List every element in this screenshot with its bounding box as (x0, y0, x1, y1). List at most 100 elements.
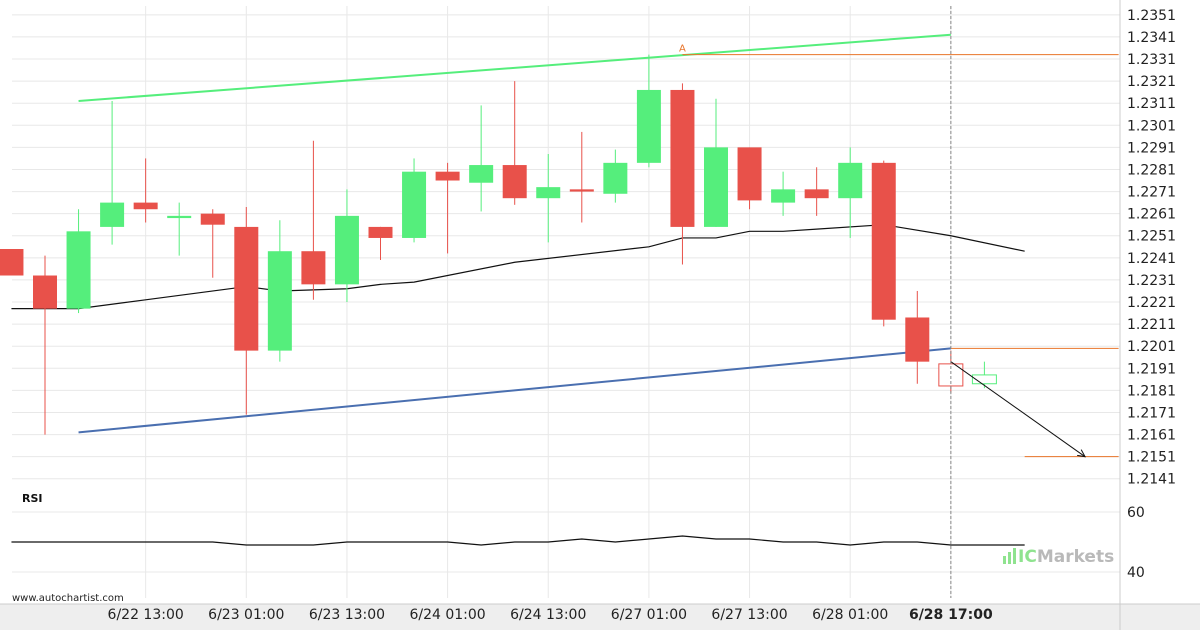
candle-body (100, 202, 125, 227)
y-tick-label: 1.2201 (1127, 339, 1176, 355)
y-tick-label: 1.2281 (1127, 162, 1176, 178)
channel-lines (78, 33, 951, 434)
brand-bars-icon (1003, 548, 1016, 564)
x-tick-label: 6/24 01:00 (409, 607, 485, 623)
candle (838, 147, 863, 238)
candle-body (536, 187, 561, 199)
x-tick-label: 6/23 01:00 (208, 607, 284, 623)
y-tick-label: 1.2181 (1127, 383, 1176, 399)
candle-body (167, 215, 192, 219)
projection-arrowhead (1077, 449, 1086, 458)
candle (737, 147, 762, 210)
y-tick-label: 1.2351 (1127, 8, 1176, 24)
y-tick-label: 1.2261 (1127, 207, 1176, 223)
candle (435, 162, 460, 254)
candle (636, 54, 661, 168)
x-tick-label: 6/27 01:00 (611, 607, 687, 623)
candle-body (971, 374, 997, 385)
candle-body (838, 162, 863, 199)
candle (133, 158, 158, 223)
candle (0, 249, 24, 276)
y-tick-label: 1.2221 (1127, 295, 1176, 311)
y-tick-label: 1.2171 (1127, 405, 1176, 421)
candle-body (469, 165, 494, 183)
rsi-label: RSI (22, 492, 43, 505)
candle-body (704, 147, 728, 227)
candle-body (301, 251, 326, 285)
moving-average (11, 224, 1025, 310)
candle-body (603, 162, 628, 194)
y-tick-label: 1.2211 (1127, 317, 1176, 333)
candle (871, 160, 896, 327)
y-tick-label: 1.2271 (1127, 185, 1176, 201)
candle (200, 209, 225, 278)
candle (804, 167, 829, 216)
candle-body (402, 171, 427, 238)
candle (100, 100, 125, 245)
svg-text:ICMarkets: ICMarkets (1018, 547, 1114, 567)
channel-upper-line (78, 33, 951, 102)
candle (502, 81, 527, 205)
candle (536, 154, 561, 243)
candle-body (133, 202, 158, 210)
y-tick-label: 1.2291 (1127, 140, 1176, 156)
candle-body (670, 89, 695, 227)
candle-body (267, 251, 292, 351)
channel-lower-line (78, 347, 951, 434)
candle-body (66, 231, 91, 309)
candle-body (0, 249, 24, 276)
candle-body (636, 89, 661, 163)
y-tick-label: 1.2161 (1127, 428, 1176, 444)
candle (267, 220, 292, 362)
y-tick-label: 1.2141 (1127, 472, 1176, 488)
candle (569, 131, 594, 223)
pattern-point-label: A (679, 44, 686, 55)
candle (603, 149, 628, 203)
candle (368, 226, 393, 261)
candle-body (368, 226, 393, 238)
x-tick-label: 6/27 13:00 (711, 607, 787, 623)
candles (0, 54, 997, 435)
y-tick-label: 1.2311 (1127, 96, 1176, 112)
y-tick-label: 1.2331 (1127, 52, 1176, 68)
brand-name: Markets (1037, 547, 1114, 567)
candle (704, 98, 728, 227)
candle-body (905, 317, 930, 362)
rsi-line (11, 535, 1025, 546)
candle (670, 83, 695, 265)
candle-body (871, 162, 896, 320)
candle-body (234, 226, 259, 351)
brand-logo: ICMarkets (1003, 547, 1114, 567)
rsi-panel: RSI 60 40 (11, 492, 1145, 581)
candle (905, 290, 930, 384)
candle-body (435, 171, 460, 181)
y-tick-label: 1.2301 (1127, 118, 1176, 134)
x-axis-band (0, 604, 1200, 630)
key-levels: A (679, 44, 1119, 458)
x-tick-label: 6/22 13:00 (108, 607, 184, 623)
y-tick-label: 1.2151 (1127, 450, 1176, 466)
projection-line (950, 361, 1086, 458)
candle-body (334, 215, 359, 285)
candle (167, 202, 192, 256)
y-tick-label: 1.2341 (1127, 30, 1176, 46)
y-tick-label: 1.2231 (1127, 273, 1176, 289)
y-tick-label: 1.2251 (1127, 229, 1176, 245)
x-tick-label: 6/24 13:00 (510, 607, 586, 623)
x-tick-label: 6/28 01:00 (812, 607, 888, 623)
candle-body (502, 165, 527, 199)
x-tick-label: 6/28 17:00 (909, 607, 993, 623)
candle (33, 255, 57, 435)
candle (66, 209, 91, 314)
chart-grid (0, 6, 1200, 630)
watermark: www.autochartist.com (12, 593, 124, 604)
candle-body (33, 275, 57, 309)
x-tick-label: 6/23 13:00 (309, 607, 385, 623)
candle (301, 140, 326, 300)
candle-body (804, 189, 829, 199)
moving-average-line (11, 224, 1025, 310)
candle-body (569, 189, 594, 192)
candle (402, 158, 427, 243)
projection (950, 361, 1086, 458)
